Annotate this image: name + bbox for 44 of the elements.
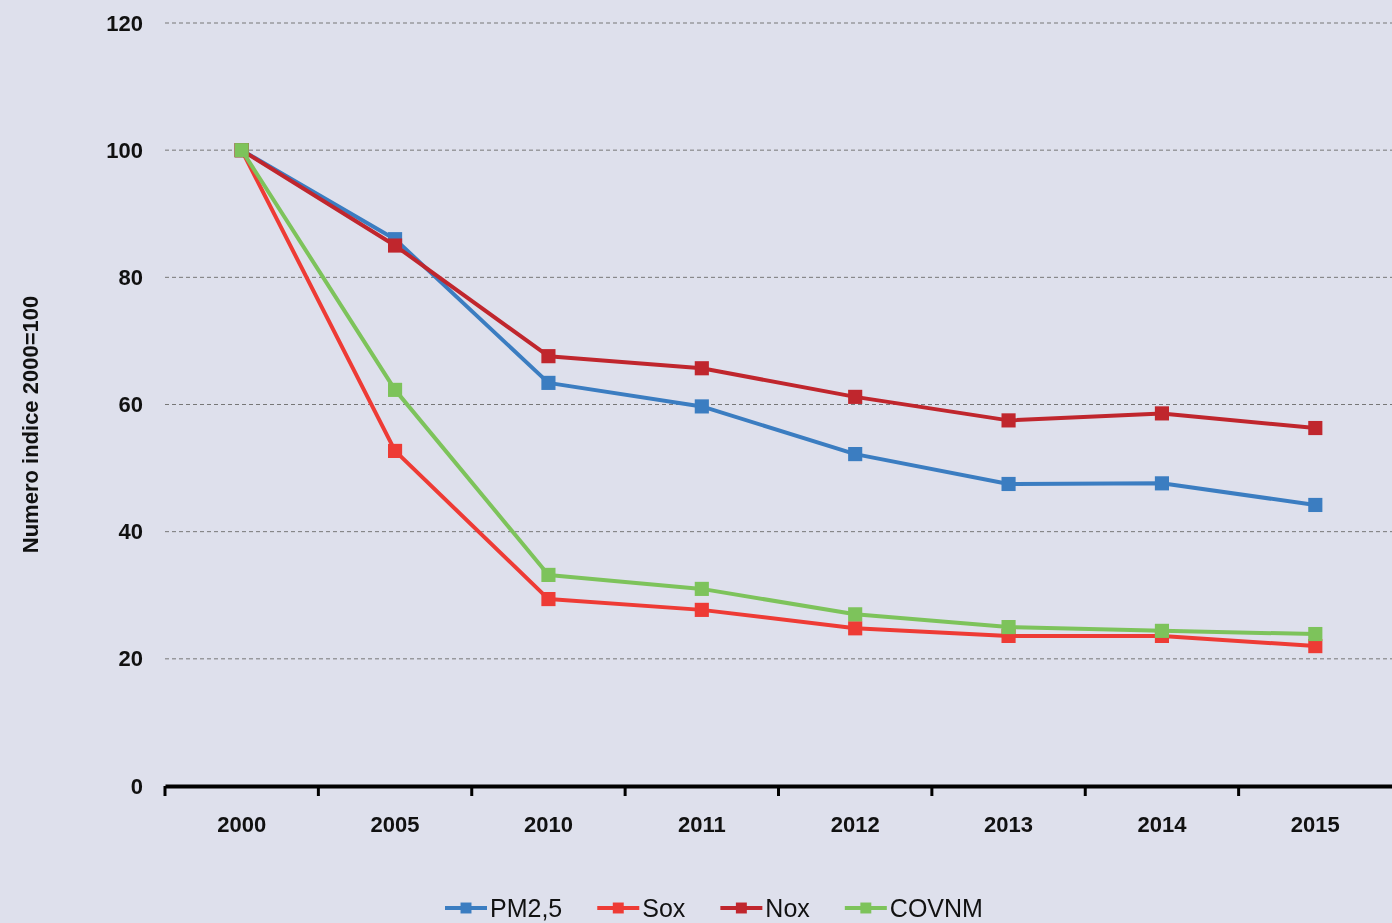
x-tick-label: 2012 (830, 811, 880, 837)
x-tick-label: 2015 (1290, 811, 1340, 837)
point (1154, 476, 1170, 491)
x-tick-label: 2010 (523, 811, 573, 837)
y-axis-title: Numero indice 2000=100 (18, 295, 43, 554)
x-tick-label: 2014 (1137, 811, 1188, 837)
point (1001, 413, 1016, 428)
legend-label: Nox (765, 894, 811, 922)
point (541, 349, 556, 364)
point (1154, 623, 1170, 638)
point (1308, 420, 1323, 436)
x-tick-label: 2005 (370, 811, 420, 837)
point (1001, 476, 1016, 492)
y-tick-label: 80 (118, 264, 143, 290)
legend-label: COVNM (889, 894, 983, 922)
point (694, 361, 709, 376)
y-tick-label: 120 (106, 10, 143, 36)
point (694, 581, 709, 596)
x-tick-label: 2000 (217, 811, 267, 837)
point (1154, 406, 1170, 421)
y-tick-label: 100 (106, 137, 143, 163)
point (387, 238, 403, 253)
point (848, 447, 863, 462)
point (848, 621, 863, 636)
point (694, 399, 709, 414)
point (541, 591, 556, 607)
x-tick-label: 2013 (984, 811, 1034, 837)
point (1308, 497, 1323, 513)
point (694, 602, 709, 617)
legend-label: PM2,5 (490, 894, 563, 922)
point (541, 567, 556, 582)
y-tick-label: 20 (118, 646, 143, 672)
point (848, 389, 863, 404)
y-tick-label: 40 (118, 519, 143, 545)
y-tick-label: 0 (130, 773, 143, 799)
x-tick-label: 2011 (677, 811, 726, 837)
point (1308, 626, 1323, 642)
point (387, 382, 403, 397)
point (1001, 619, 1016, 635)
legend-label: Sox (642, 894, 686, 922)
point (541, 375, 556, 390)
point (848, 607, 863, 622)
y-tick-label: 60 (118, 392, 143, 418)
point (387, 443, 403, 458)
